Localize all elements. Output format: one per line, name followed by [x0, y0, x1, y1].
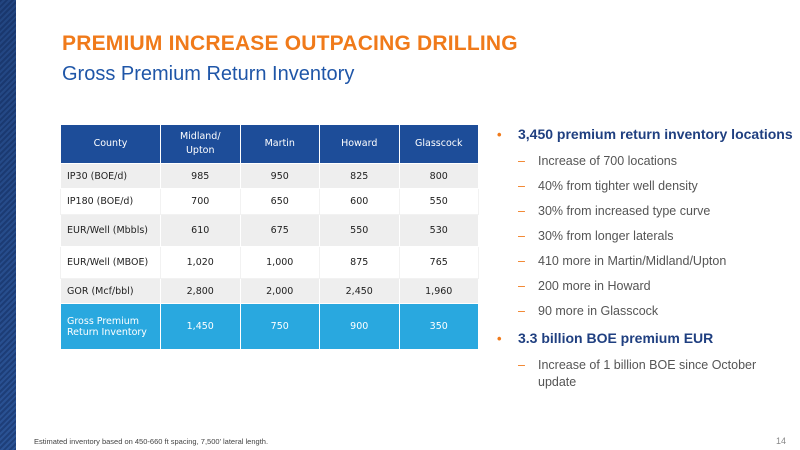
- row-label-line2: Return Inventory: [67, 326, 147, 338]
- table-cell: 825: [319, 163, 400, 189]
- sub-bullet-text: 40% from tighter well density: [538, 179, 698, 193]
- inventory-table: County Midland/Upton Martin Howard Glass…: [60, 124, 479, 350]
- sub-bullet-text: 30% from longer laterals: [538, 229, 674, 243]
- table-cell: 875: [319, 246, 400, 279]
- bullet-dot-icon: •: [497, 331, 502, 346]
- table-row: IP30 (BOE/d) 985 950 825 800: [60, 163, 479, 189]
- table-cell: 530: [398, 214, 479, 247]
- table-cell: 550: [319, 214, 400, 247]
- table-cell: 2,800: [160, 278, 241, 304]
- sub-bullet-text: 30% from increased type curve: [538, 204, 711, 218]
- sub-bullet: –40% from tighter well density: [496, 178, 796, 195]
- table-cell: 1,000: [239, 246, 320, 279]
- table-cell: 1,450: [160, 303, 241, 350]
- decorative-side-band: [0, 0, 16, 450]
- sub-bullet: –30% from longer laterals: [496, 228, 796, 245]
- table-cell: 700: [160, 188, 241, 215]
- table-row: EUR/Well (Mbbls) 610 675 550 530: [60, 214, 479, 247]
- table-cell: 610: [160, 214, 241, 247]
- table-row: IP180 (BOE/d) 700 650 600 550: [60, 188, 479, 215]
- table-header-row: County Midland/Upton Martin Howard Glass…: [60, 124, 479, 164]
- table-cell: 550: [398, 188, 479, 215]
- table-cell: 800: [398, 163, 479, 189]
- table-row: EUR/Well (MBOE) 1,020 1,000 875 765: [60, 246, 479, 279]
- bullet-list: • 3,450 premium return inventory locatio…: [496, 124, 796, 391]
- dash-icon: –: [518, 154, 525, 168]
- dash-icon: –: [518, 254, 525, 268]
- sub-bullet-text: 90 more in Glasscock: [538, 304, 659, 318]
- bullet-item: • 3,450 premium return inventory locatio…: [496, 124, 796, 145]
- slide-title: PREMIUM INCREASE OUTPACING DRILLING: [62, 32, 518, 55]
- header-midland-upton: Midland/Upton: [160, 124, 241, 164]
- sub-bullet-text: 410 more in Martin/Midland/Upton: [538, 254, 727, 268]
- header-glasscock: Glasscock: [398, 124, 479, 164]
- row-label: IP180 (BOE/d): [60, 188, 161, 215]
- table-cell: 600: [319, 188, 400, 215]
- header-howard: Howard: [319, 124, 400, 164]
- table-cell: 1,960: [398, 278, 479, 304]
- row-label: Gross Premium Return Inventory: [60, 303, 161, 350]
- bullet-dot-icon: •: [497, 127, 502, 142]
- sub-bullet: – Increase of 700 locations: [496, 153, 796, 170]
- sub-bullet-text: 200 more in Howard: [538, 279, 651, 293]
- header-midland-upton-line1: Midland/: [179, 131, 221, 142]
- dash-icon: –: [518, 229, 525, 243]
- slide-subtitle: Gross Premium Return Inventory: [62, 63, 355, 85]
- bullet-text: 3,450 premium return inventory locations: [518, 126, 793, 142]
- sub-bullet: –410 more in Martin/Midland/Upton: [496, 253, 796, 270]
- table-cell: 2,450: [319, 278, 400, 304]
- sub-bullet: –30% from increased type curve: [496, 203, 796, 220]
- dash-icon: –: [518, 279, 525, 293]
- highlight-row-gross-premium: Gross Premium Return Inventory 1,450 750 …: [60, 303, 479, 350]
- sub-bullet: – Increase of 1 billion BOE since October…: [496, 357, 796, 391]
- footnote: Estimated inventory based on 450-660 ft …: [34, 437, 269, 446]
- dash-icon: –: [518, 179, 525, 193]
- bullet-text: 3.3 billion BOE premium EUR: [518, 330, 714, 346]
- table-cell: 2,000: [239, 278, 320, 304]
- table-cell: 765: [398, 246, 479, 279]
- table-cell: 950: [239, 163, 320, 189]
- header-martin: Martin: [239, 124, 320, 164]
- row-label: EUR/Well (Mbbls): [60, 214, 161, 247]
- table-cell: 750: [239, 303, 320, 350]
- row-label: IP30 (BOE/d): [60, 163, 161, 189]
- dash-icon: –: [518, 204, 525, 218]
- row-label: EUR/Well (MBOE): [60, 246, 161, 279]
- table-cell: 650: [239, 188, 320, 215]
- sub-bullet: –90 more in Glasscock: [496, 303, 796, 320]
- table-cell: 675: [239, 214, 320, 247]
- table-row: GOR (Mcf/bbl) 2,800 2,000 2,450 1,960: [60, 278, 479, 304]
- dash-icon: –: [518, 358, 525, 372]
- sub-bullet: –200 more in Howard: [496, 278, 796, 295]
- row-label: GOR (Mcf/bbl): [60, 278, 161, 304]
- row-label-line1: Gross Premium: [67, 315, 140, 327]
- table-cell: 900: [319, 303, 400, 350]
- dash-icon: –: [518, 304, 525, 318]
- table-cell: 985: [160, 163, 241, 189]
- header-midland-upton-line2: Upton: [185, 145, 215, 156]
- bullet-item: • 3.3 billion BOE premium EUR: [496, 328, 796, 349]
- header-county: County: [60, 124, 161, 164]
- table-cell: 1,020: [160, 246, 241, 279]
- sub-bullet-text: Increase of 700 locations: [538, 154, 677, 168]
- sub-bullet-text: Increase of 1 billion BOE since October …: [538, 358, 757, 389]
- page-number: 14: [776, 436, 787, 446]
- table-cell: 350: [398, 303, 479, 350]
